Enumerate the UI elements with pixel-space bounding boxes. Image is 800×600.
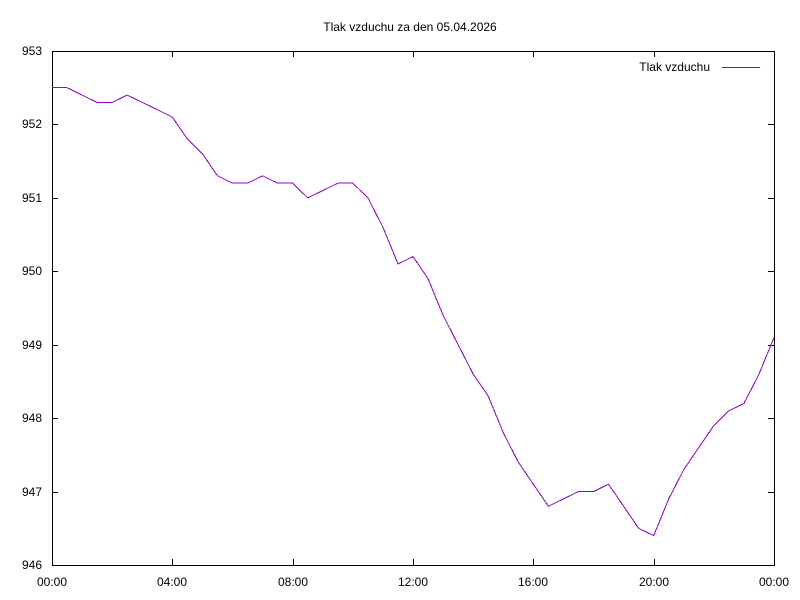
series-layer xyxy=(52,87,775,537)
y-tick-label: 952 xyxy=(22,117,42,131)
y-tick-label: 948 xyxy=(22,411,42,425)
legend: Tlak vzduchu xyxy=(639,60,760,74)
x-tick-label: 16:00 xyxy=(518,575,548,589)
y-tick-label: 950 xyxy=(22,264,42,278)
plot-frame xyxy=(52,51,775,566)
x-tick-label: 08:00 xyxy=(278,575,308,589)
y-axis: 946 947 948 949 950 951 952 953 xyxy=(22,44,774,572)
x-tick-label: 04:00 xyxy=(157,575,187,589)
x-tick-label: 00:00 xyxy=(37,575,67,589)
x-tick-label: 20:00 xyxy=(639,575,669,589)
y-tick-label: 951 xyxy=(22,191,42,205)
chart-title: Tlak vzduchu za den 05.04.2026 xyxy=(323,20,497,34)
legend-label: Tlak vzduchu xyxy=(639,60,710,74)
x-tick-label: 00:00 xyxy=(759,575,789,589)
y-tick-label: 949 xyxy=(22,338,42,352)
y-tick-label: 947 xyxy=(22,485,42,499)
y-tick-label: 953 xyxy=(22,44,42,58)
x-axis: 00:00 04:00 08:00 12:00 16:00 20:00 00:00 xyxy=(37,51,789,589)
y-tick-label: 946 xyxy=(22,558,42,572)
series-line xyxy=(52,87,775,537)
x-tick-label: 12:00 xyxy=(398,575,428,589)
